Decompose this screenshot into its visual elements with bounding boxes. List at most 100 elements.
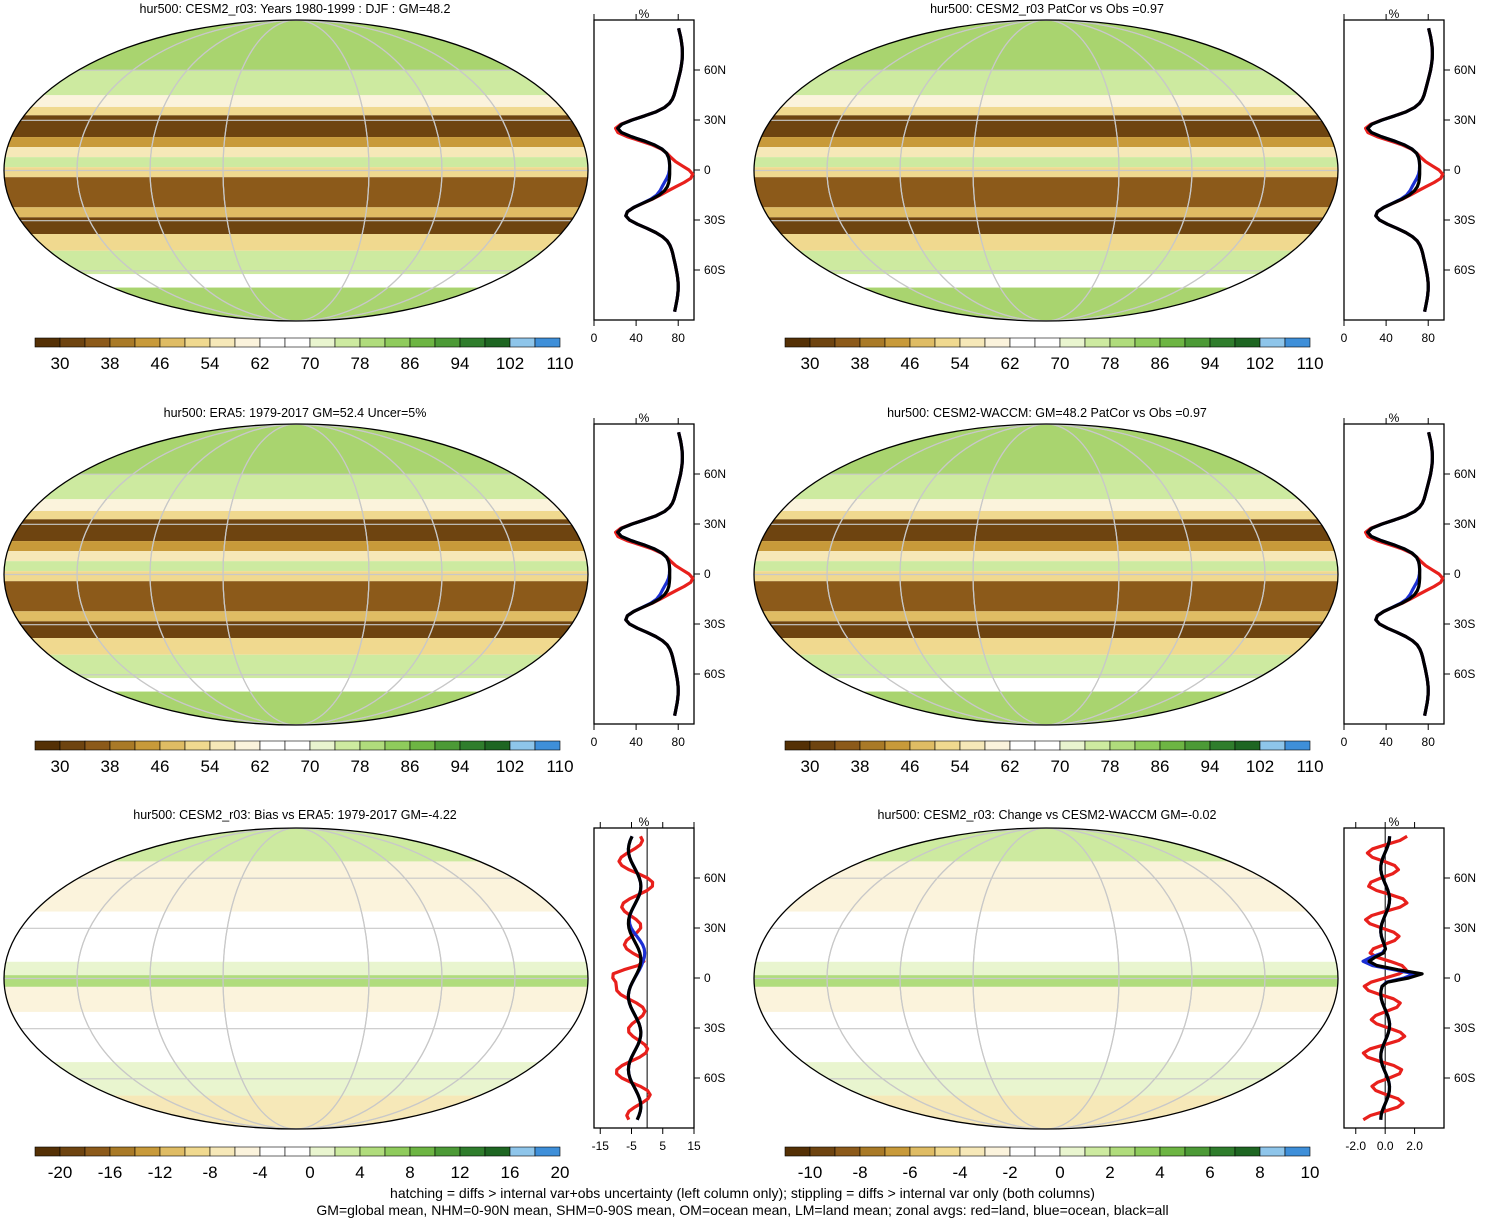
colorbar-segment (309, 740, 336, 751)
colorbar-segment (234, 337, 261, 348)
colorbar-segment (234, 1146, 261, 1157)
color-band (4, 137, 588, 148)
color-band (4, 986, 588, 1012)
colorbar-segment (984, 740, 1011, 751)
colorbar-label: 70 (301, 757, 320, 776)
x-tick-label: 80 (1422, 331, 1436, 345)
colorbar-label: 38 (851, 757, 870, 776)
colorbar-label: 86 (1151, 354, 1170, 373)
color-band (754, 287, 1338, 321)
colorbar-segment (1009, 337, 1036, 348)
color-band (4, 621, 588, 639)
colorbar-segment (784, 740, 811, 751)
x-tick-label: 80 (672, 735, 686, 749)
zonal-line-all (626, 835, 643, 1121)
color-band (754, 861, 1338, 912)
x-tick-label: 2.0 (1406, 1139, 1423, 1153)
colorbar-segment (334, 337, 361, 348)
colorbar-label: 70 (1051, 757, 1070, 776)
color-band (4, 678, 588, 692)
x-tick-label: 40 (629, 331, 643, 345)
colorbar-label: -8 (202, 1163, 217, 1182)
colorbar-segment (1234, 337, 1261, 348)
colorbar: 30 38 46 54 62 70 78 86 94 102 110 (784, 337, 1324, 373)
colorbar: 30 38 46 54 62 70 78 86 94 102 110 (34, 740, 574, 776)
zonal-unit-label: % (639, 815, 650, 829)
color-band (4, 911, 588, 962)
colorbar-segment (534, 740, 561, 751)
lat-label: 30N (704, 517, 726, 531)
colorbar-segment (134, 337, 161, 348)
colorbar-segment (409, 337, 436, 348)
lat-label: 30N (1454, 517, 1476, 531)
longitude-line (826, 20, 1266, 321)
zonal-mean-plot: % 60N 30N 0 30S 60S -15 -5 5 15 (592, 815, 726, 1153)
colorbar-label: 12 (451, 1163, 470, 1182)
map-field (4, 424, 588, 725)
colorbar-label: 62 (251, 354, 270, 373)
color-band (754, 828, 1338, 862)
zonal-line-all (1366, 431, 1434, 717)
color-band (754, 571, 1338, 582)
map (753, 423, 1339, 726)
colorbar-segment (1134, 337, 1161, 348)
lat-label: 30S (704, 1021, 725, 1035)
lat-label: 30S (1454, 213, 1475, 227)
colorbar-label: 30 (51, 354, 70, 373)
colorbar-segment (934, 1146, 961, 1157)
color-band (754, 157, 1338, 168)
color-band (4, 106, 588, 116)
colorbar-segment (509, 1146, 536, 1157)
lat-label: 0 (1454, 163, 1461, 177)
colorbar-segment (859, 337, 886, 348)
color-band (754, 137, 1338, 148)
zonal-line-ocean (616, 27, 684, 313)
colorbar-label: 110 (1296, 354, 1323, 373)
colorbar-segment (159, 1146, 186, 1157)
colorbar-label: 30 (801, 757, 820, 776)
longitude-line (899, 424, 1193, 725)
zonal-frame (593, 827, 695, 1129)
colorbar-segment (1134, 1146, 1161, 1157)
map-border (3, 19, 589, 322)
colorbar-segment (359, 740, 386, 751)
colorbar-label: 46 (151, 354, 170, 373)
zonal-mean-plot: % 60N 30N 0 30S 60S -2.0 0.0 2.0 (1343, 815, 1476, 1153)
colorbar-segment (859, 740, 886, 751)
colorbar-segment (884, 740, 911, 751)
colorbar-label: 54 (201, 354, 220, 373)
colorbar-label: -4 (952, 1163, 967, 1182)
color-band (4, 611, 588, 622)
map-field (754, 828, 1338, 1129)
color-band (4, 975, 588, 987)
panel-title: hur500: CESM2_r03 PatCor vs Obs =0.97 (930, 2, 1164, 16)
colorbar-segment (509, 337, 536, 348)
colorbar-segment (1084, 1146, 1111, 1157)
x-tick-label: -2.0 (1345, 1139, 1366, 1153)
colorbar: -10 -8 -6 -4 -2 0 2 4 6 8 10 (784, 1146, 1319, 1182)
colorbar-segment (1234, 1146, 1261, 1157)
panel-title: hur500: CESM2_r03: Bias vs ERA5: 1979-20… (133, 808, 457, 822)
colorbar-label: 102 (1246, 757, 1274, 776)
colorbar-segment (1284, 1146, 1311, 1157)
colorbar-segment (1109, 740, 1136, 751)
colorbar-segment (1209, 740, 1236, 751)
colorbar-segment (109, 1146, 136, 1157)
colorbar-label: 78 (351, 757, 370, 776)
colorbar-label: 86 (401, 757, 420, 776)
colorbar-label: -6 (902, 1163, 917, 1182)
color-band (754, 691, 1338, 725)
zonal-frame (1343, 19, 1445, 321)
colorbar-label: 54 (201, 757, 220, 776)
zonal-line-all (1367, 836, 1424, 1120)
zonal-unit-label: % (639, 7, 650, 21)
color-band (4, 499, 588, 511)
color-band (754, 234, 1338, 251)
colorbar-segment (284, 740, 311, 751)
colorbar-segment (459, 337, 486, 348)
lat-label: 60N (704, 871, 726, 885)
colorbar-segment (59, 740, 86, 751)
colorbar-label: 78 (351, 354, 370, 373)
colorbar-segment (459, 740, 486, 751)
colorbar-label: 70 (301, 354, 320, 373)
